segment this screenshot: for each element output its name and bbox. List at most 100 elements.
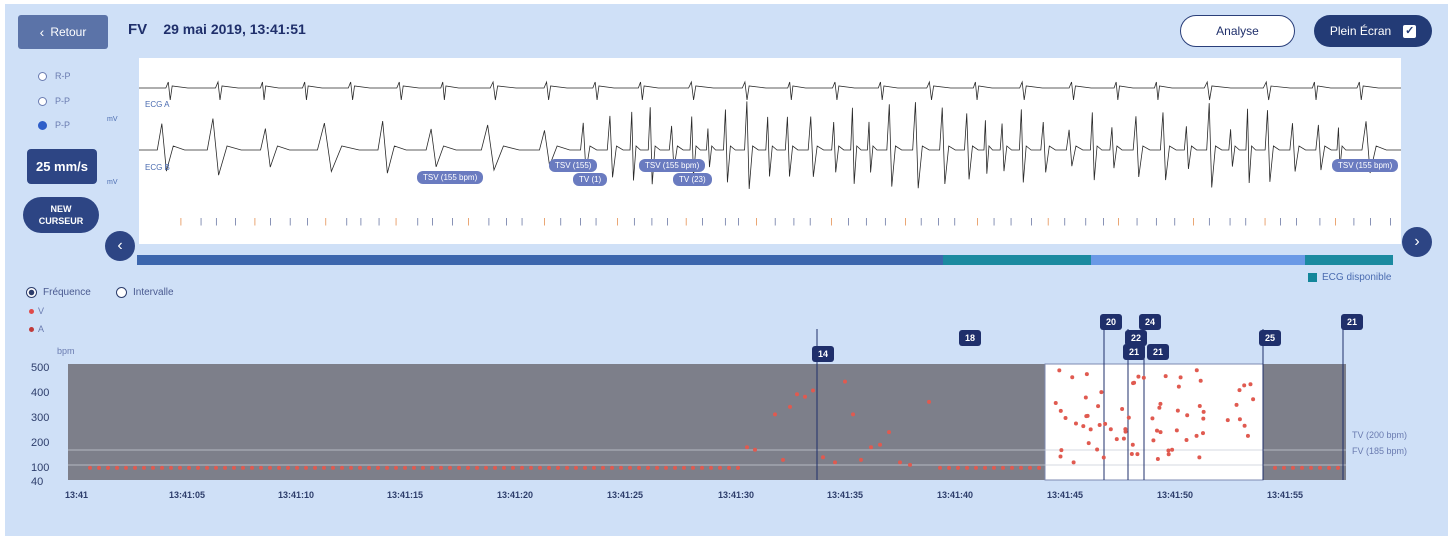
data-point [304,465,308,470]
episode-badge[interactable]: 25 [1259,330,1281,346]
lead-option-3[interactable]: P-P [38,120,70,130]
data-point [151,465,155,470]
ecg-annotation[interactable]: TSV (155 bpm) [1332,159,1399,172]
data-point [1237,388,1242,393]
scroll-left-button[interactable]: ‹ [105,231,135,261]
beat-marker: | [579,217,581,226]
beat-marker: | [633,217,635,226]
episode-badge[interactable]: 18 [959,330,981,346]
data-point [322,465,326,470]
speed-button[interactable]: 25 mm/s [27,149,97,184]
episode-badge[interactable]: 21 [1341,314,1363,330]
data-point [878,442,882,447]
beat-marker: | [200,217,202,226]
ecg-annotation[interactable]: TSV (155) [549,159,598,172]
beat-marker: | [667,217,669,226]
data-point [448,465,452,470]
x-tick: 13:41:35 [827,490,864,500]
beat-marker: | [1208,217,1210,226]
selected-window[interactable] [1044,363,1264,481]
back-button[interactable]: ‹ Retour [18,15,108,49]
new-cursor-button[interactable]: NEW CURSEUR [23,197,99,233]
x-tick: 13:41:45 [1047,490,1084,500]
data-point [655,465,659,470]
checkbox-checked-icon[interactable]: ✓ [1403,24,1417,38]
episode-badge[interactable]: 20 [1100,314,1122,330]
data-point [691,465,695,470]
timeline-segment[interactable] [943,255,1091,265]
lead-option-label: P-P [55,96,71,106]
lead-option-2[interactable]: P-P [38,96,70,106]
chevron-right-icon: › [1414,233,1420,250]
data-point [887,430,891,435]
data-point [1070,375,1075,380]
ecg-viewer[interactable]: | | | | | | | | | | | | | | | | | | | | | | | | | | | | | | | | | | | | | | | |… [139,58,1452,244]
data-point [214,465,218,470]
data-point [1058,408,1063,413]
data-point [106,465,110,470]
data-point [1309,465,1313,470]
frequency-chart[interactable] [5,4,1448,536]
data-point [196,465,200,470]
lead-option-1[interactable]: R-P [38,71,71,81]
data-point [1019,465,1023,470]
data-point [1130,442,1135,447]
data-point [843,379,847,384]
data-point [1158,430,1163,435]
data-point [1197,403,1202,408]
data-point [295,465,299,470]
ecg-annotation[interactable]: TSV (155 bpm) [417,171,484,184]
data-point [1336,465,1340,470]
data-point [187,465,191,470]
interval-option[interactable]: Intervalle [116,287,174,298]
data-point [1120,407,1125,412]
ecg-annotation[interactable]: TV (1) [573,173,608,186]
data-point [821,455,825,460]
data-point [898,460,902,465]
data-point [178,465,182,470]
x-tick: 13:41:30 [718,490,755,500]
data-point [1157,405,1162,410]
frequency-option[interactable]: Fréquence [26,287,91,298]
data-point [788,404,792,409]
episode-badge[interactable]: 24 [1139,314,1161,330]
lead-option-label: R-P [55,71,71,81]
beat-marker: | [180,217,182,226]
data-point [908,462,912,467]
scroll-right-button[interactable]: › [1402,227,1432,257]
beat-marker: | [1229,217,1231,226]
data-point [412,465,416,470]
data-point [1201,409,1206,414]
beat-marker: | [938,217,940,226]
beat-marker: | [505,217,507,226]
data-point [331,465,335,470]
analyse-button[interactable]: Analyse [1180,15,1295,47]
data-point [358,465,362,470]
beat-marker: | [651,217,653,226]
data-point [1151,438,1156,443]
timeline-segment[interactable] [137,255,943,265]
ecg-trace-1 [139,80,1438,101]
data-point [1163,374,1168,379]
episode-badge[interactable]: 22 [1125,330,1147,346]
beat-marker: | [1280,217,1282,226]
data-point [1166,452,1171,457]
episode-badge[interactable]: 14 [812,346,834,362]
episode-badge[interactable]: 21 [1123,344,1145,360]
y-tick: 200 [31,437,50,449]
data-point [1037,465,1041,470]
series-legend-v: V [29,306,44,316]
data-point [983,465,987,470]
data-point [1225,418,1230,423]
beat-marker: | [289,217,291,226]
episode-badge[interactable]: 21 [1147,344,1169,360]
data-point [520,465,524,470]
cursor-line-1: NEW [50,204,72,214]
timeline-segment[interactable] [1305,255,1393,265]
x-tick: 13:41:50 [1157,490,1194,500]
ecg-annotation[interactable]: TSV (155 bpm) [639,159,706,172]
data-point [1010,465,1014,470]
fullscreen-toggle[interactable]: Plein Écran ✓ [1314,15,1432,47]
timeline-segment[interactable] [1091,255,1305,265]
ecg-annotation[interactable]: TV (23) [673,173,712,186]
